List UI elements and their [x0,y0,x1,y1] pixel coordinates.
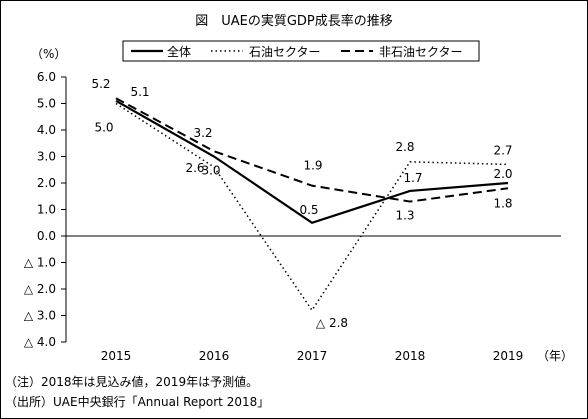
data-label: 1.9 [303,159,322,173]
data-label: 5.2 [91,77,110,91]
line-chart: 図 UAEの実質GDP成長率の推移 （%） （年） 全体 石油セクター 非石油セ… [24,13,573,363]
legend: 全体 石油セクター 非石油セクター [122,40,480,62]
y-tick-label: 2.0 [37,176,56,190]
y-axis-label: （%） [31,47,66,61]
legend-label-nonoil: 非石油セクター [379,45,463,59]
chart-title: 図 UAEの実質GDP成長率の推移 [195,13,393,29]
x-tick-label: 2017 [297,349,328,363]
y-tick-label: △ 3.0 [24,309,56,323]
data-label: 3.0 [201,164,220,178]
data-label: 2.8 [395,140,414,154]
y-tick-label: △ 1.0 [24,256,56,270]
y-tick-label: 5.0 [37,97,56,111]
y-tick-label: 1.0 [37,203,56,217]
legend-label-oil: 石油セクター [249,45,321,59]
data-label: 2.7 [493,143,512,157]
y-tick-label: △ 4.0 [24,335,56,349]
note-estimate: （注）2018年は見込み値，2019年は予測値。 [5,375,259,389]
x-tick-label: 2015 [101,349,132,363]
data-label: 3.2 [193,126,212,140]
x-tick-label: 2018 [395,349,426,363]
y-tick-label: 0.0 [37,229,56,243]
data-label: 1.3 [395,209,414,223]
y-tick-label: 4.0 [37,123,56,137]
note-source: （出所）UAE中央銀行「Annual Report 2018」 [5,395,270,409]
series-line-solid [115,99,509,224]
series-line-dashed [115,97,509,203]
x-axis-label: （年） [537,349,573,363]
series-line-dotted [115,102,509,312]
data-label: 2.0 [493,167,512,181]
data-label: 1.8 [493,196,512,210]
data-label: 5.0 [94,121,113,135]
x-tick-label: 2016 [199,349,230,363]
data-label: 0.5 [299,203,318,217]
x-tick-label: 2019 [493,349,524,363]
legend-box [122,40,480,62]
data-label: 2.6 [185,161,204,175]
y-tick-label: 6.0 [37,70,56,84]
data-label: 1.7 [403,171,422,185]
y-tick-label: △ 2.0 [24,282,56,296]
y-tick-label: 3.0 [37,150,56,164]
data-label: 5.1 [130,85,149,99]
data-label: △ 2.8 [316,316,348,330]
legend-label-total: 全体 [167,44,191,59]
